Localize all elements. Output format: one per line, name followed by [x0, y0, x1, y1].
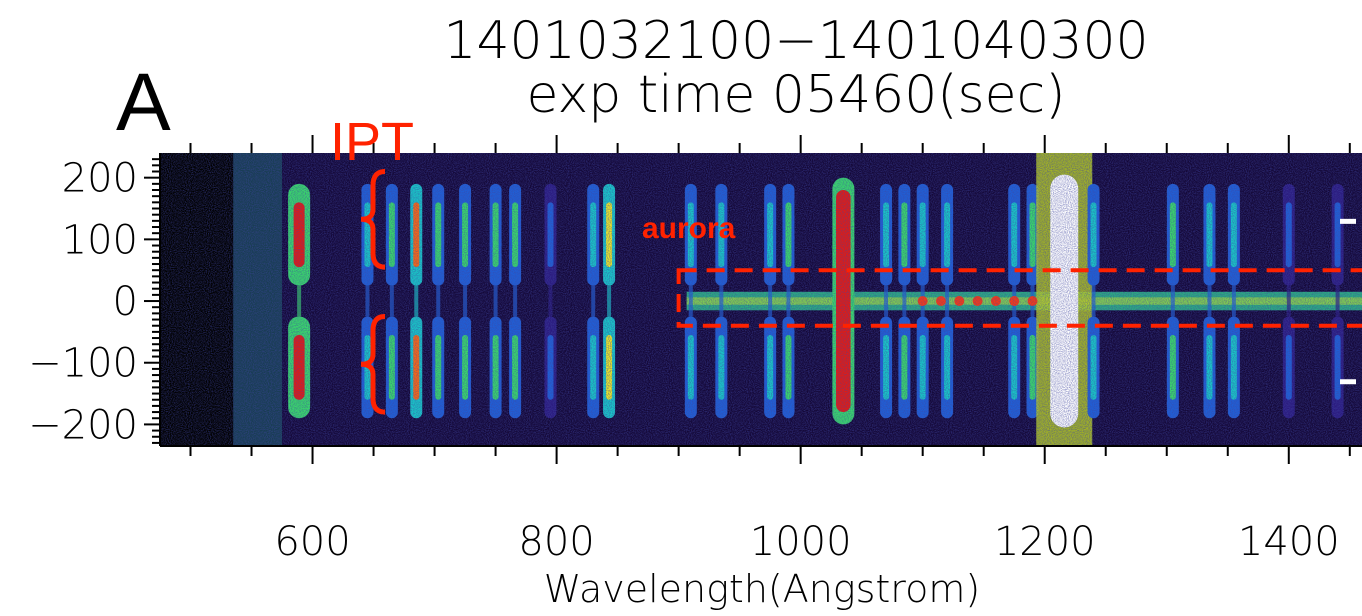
x-tick-label: 1000	[750, 519, 852, 565]
aurora-box	[676, 268, 1362, 328]
panel-label: A	[116, 57, 171, 148]
annotation-ipt: IPT	[330, 112, 414, 172]
x-tick-label: 600	[274, 519, 350, 565]
spectrum-image	[160, 153, 1362, 446]
y-tick-label: 0	[113, 279, 138, 325]
x-tick-label: 1400	[1238, 519, 1340, 565]
chart-title: 1401032100−1401040300	[443, 11, 1148, 71]
chart-subtitle: exp time 05460(sec)	[526, 65, 1065, 125]
annotation-aurora: aurora	[642, 212, 736, 245]
y-tick-label: 100	[62, 217, 138, 263]
noise-texture	[160, 153, 1362, 446]
brace-upper	[360, 169, 386, 270]
x-tick-label: 1200	[994, 519, 1096, 565]
edge-marker	[1340, 379, 1356, 385]
brace-lower	[360, 313, 386, 415]
annotations: IPT aurora	[330, 112, 1362, 415]
y-tick-label: 200	[62, 156, 138, 202]
x-axis-label: Wavelength(Angstrom)	[544, 567, 980, 611]
y-tick-label: −200	[28, 402, 138, 448]
x-tick-label: 800	[518, 519, 594, 565]
y-tick-label: −100	[28, 341, 138, 387]
edge-marker	[1340, 218, 1356, 224]
